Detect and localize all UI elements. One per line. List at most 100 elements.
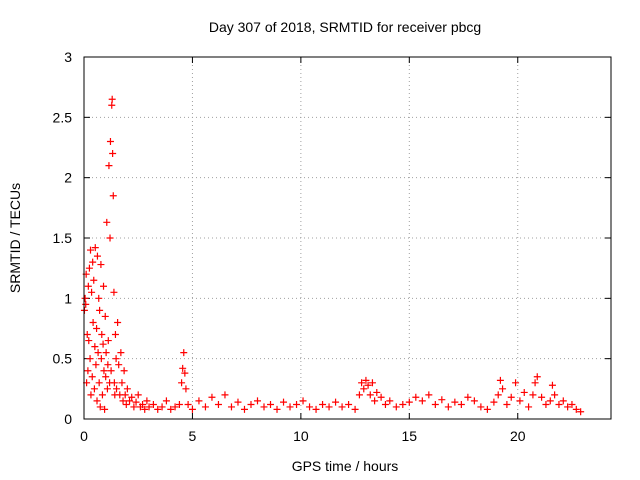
data-point	[431, 401, 439, 409]
y-tick-label: 1.5	[53, 230, 73, 246]
data-point	[85, 264, 93, 272]
x-tick-label: 15	[402, 428, 418, 444]
data-point	[104, 361, 112, 369]
data-point	[100, 282, 108, 290]
data-point	[132, 398, 140, 406]
data-point	[364, 381, 372, 389]
data-point	[89, 258, 97, 266]
data-point	[122, 401, 130, 409]
data-point	[182, 385, 190, 393]
data-point	[101, 405, 109, 413]
data-point	[85, 337, 93, 345]
data-point	[114, 318, 122, 326]
data-point	[405, 398, 413, 406]
data-point	[355, 391, 363, 399]
data-point	[577, 408, 585, 416]
tick-labels: 0 5 10 15 20 0 0.5 1 1.5 2 2.5 3	[53, 49, 526, 444]
data-point	[117, 349, 125, 357]
data-point	[83, 331, 91, 339]
data-point	[188, 405, 196, 413]
data-point	[143, 397, 151, 405]
data-point	[351, 405, 359, 413]
data-point	[267, 401, 275, 409]
data-point	[120, 367, 128, 375]
data-point	[96, 403, 104, 411]
data-point	[516, 397, 524, 405]
data-point	[81, 294, 89, 302]
data-point	[559, 397, 567, 405]
x-tick-label: 10	[293, 428, 309, 444]
data-point	[490, 398, 498, 406]
data-point	[338, 403, 346, 411]
data-point	[542, 401, 550, 409]
data-point	[158, 403, 166, 411]
data-point	[98, 331, 106, 339]
data-point	[108, 101, 116, 109]
x-tick-label: 20	[510, 428, 526, 444]
data-point	[345, 401, 353, 409]
data-point	[325, 403, 333, 411]
data-point	[86, 355, 94, 363]
data-point	[139, 401, 147, 409]
data-point	[362, 376, 370, 384]
data-point	[178, 379, 186, 387]
data-point	[119, 397, 127, 405]
data-point	[425, 391, 433, 399]
data-point	[111, 331, 119, 339]
y-tick-label: 1	[64, 290, 72, 306]
data-point	[332, 398, 340, 406]
data-point	[181, 369, 189, 377]
data-point	[93, 325, 101, 332]
data-point	[477, 403, 485, 411]
data-point	[93, 252, 101, 260]
data-point	[113, 385, 121, 393]
data-point	[95, 379, 103, 387]
data-point	[438, 396, 446, 404]
data-point	[240, 405, 248, 413]
data-point	[247, 401, 255, 409]
data-point	[392, 403, 400, 411]
data-point	[130, 403, 138, 411]
data-point	[546, 397, 554, 405]
y-tick-label: 0	[64, 411, 72, 427]
y-tick-label: 2	[64, 170, 72, 186]
data-point	[92, 361, 100, 369]
data-point	[90, 385, 98, 393]
data-point	[418, 397, 426, 405]
data-point	[126, 397, 134, 405]
data-point	[87, 246, 95, 254]
data-point	[103, 385, 111, 393]
data-point	[149, 401, 157, 409]
data-point	[253, 397, 261, 405]
data-point	[87, 391, 95, 399]
data-point	[97, 355, 105, 363]
data-point	[195, 397, 203, 405]
data-point	[154, 405, 162, 413]
data-point	[84, 367, 92, 375]
data-point	[106, 234, 114, 242]
data-point	[118, 379, 126, 387]
data-point	[184, 401, 192, 409]
data-point	[451, 398, 459, 406]
y-tick-label: 3	[64, 49, 72, 65]
chart-title: Day 307 of 2018, SRMTID for receiver pbc…	[209, 19, 481, 35]
data-point	[366, 391, 374, 399]
data-point	[312, 405, 320, 413]
data-point	[121, 391, 129, 399]
data-point	[234, 398, 242, 406]
data-point	[110, 288, 118, 296]
data-point	[162, 397, 170, 405]
data-point	[373, 388, 381, 396]
data-point	[358, 379, 366, 387]
data-point	[551, 391, 559, 399]
data-point	[99, 340, 107, 348]
data-point	[572, 405, 580, 413]
data-point	[360, 385, 368, 393]
data-point	[507, 393, 515, 401]
y-axis-label: SRMTID / TECUs	[7, 183, 23, 293]
data-point	[115, 361, 123, 369]
data-point	[100, 367, 108, 375]
data-point	[112, 355, 120, 363]
data-point	[368, 379, 376, 387]
data-point	[470, 397, 478, 405]
